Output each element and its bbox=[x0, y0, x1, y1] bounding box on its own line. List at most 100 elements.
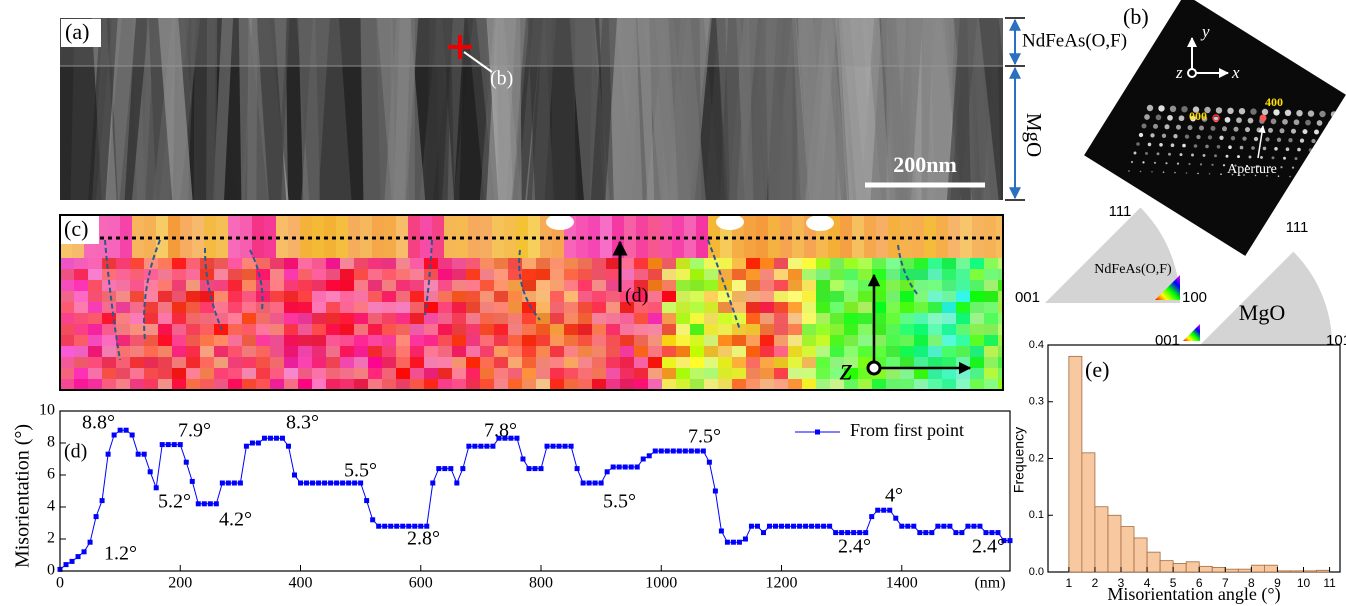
spot bbox=[1179, 153, 1183, 157]
spot bbox=[1237, 155, 1240, 159]
x-tick-label: 3 bbox=[1118, 576, 1125, 590]
ebsd-pixel bbox=[578, 357, 593, 369]
ebsd-pixel bbox=[130, 346, 145, 358]
ebsd-pixel bbox=[788, 258, 803, 270]
ebsd-pixel bbox=[564, 258, 579, 270]
ebsd-pixel bbox=[592, 280, 607, 292]
ebsd-pixel bbox=[648, 291, 663, 303]
bar bbox=[1198, 565, 1213, 573]
data-point bbox=[201, 501, 207, 507]
ebsd-pixel bbox=[74, 302, 89, 314]
ebsd-pixel bbox=[802, 368, 817, 380]
annotation: 2.8° bbox=[407, 528, 440, 550]
ebsd-pixel bbox=[942, 258, 957, 270]
ebsd-pixel bbox=[634, 346, 649, 358]
ebsd-pixel bbox=[522, 291, 537, 303]
ebsd-pixel bbox=[396, 346, 411, 358]
ebsd-pixel bbox=[704, 302, 719, 314]
ebsd-pixel bbox=[662, 368, 677, 380]
data-point bbox=[658, 448, 664, 454]
data-point bbox=[556, 443, 562, 449]
ebsd-pixel bbox=[368, 280, 383, 292]
ebsd-pixel bbox=[984, 280, 999, 292]
ebsd-pixel bbox=[466, 302, 481, 314]
data-point bbox=[424, 523, 430, 529]
data-point bbox=[279, 435, 285, 441]
ebsd-pixel bbox=[564, 324, 579, 336]
ebsd-pixel bbox=[676, 258, 691, 270]
spot bbox=[1156, 152, 1160, 156]
ebsd-pixel bbox=[606, 324, 621, 336]
ebsd-pixel bbox=[382, 269, 397, 281]
ebsd-pixel bbox=[998, 291, 1003, 303]
ebsd-pixel bbox=[942, 269, 957, 281]
ebsd-pixel bbox=[662, 379, 677, 390]
ebsd-pixel bbox=[410, 324, 425, 336]
ebsd-pixel bbox=[326, 368, 341, 380]
ebsd-pixel bbox=[774, 302, 789, 314]
ebsd-pixel bbox=[438, 357, 453, 369]
data-point bbox=[225, 480, 231, 486]
spot bbox=[1193, 144, 1198, 148]
spot bbox=[1199, 125, 1204, 131]
data-point bbox=[442, 466, 448, 472]
ebsd-pixel bbox=[746, 357, 761, 369]
tem-grain bbox=[652, 18, 706, 200]
ebsd-pixel bbox=[578, 346, 593, 358]
grain-boundary bbox=[249, 249, 264, 311]
ebsd-pixel bbox=[536, 368, 551, 380]
data-point bbox=[869, 514, 875, 520]
ebsd-pixel bbox=[130, 280, 145, 292]
ebsd-pixel bbox=[578, 379, 593, 390]
ebsd-pixel bbox=[816, 280, 831, 292]
ebsd-pixel bbox=[830, 291, 845, 303]
ebsd-pixel bbox=[312, 313, 327, 325]
ebsd-pixel bbox=[942, 335, 957, 347]
ebsd-pixel bbox=[858, 280, 873, 292]
grain-boundary bbox=[104, 239, 121, 361]
ebsd-pixel bbox=[88, 280, 103, 292]
ebsd-pixel bbox=[116, 368, 131, 380]
spot bbox=[1288, 138, 1293, 143]
ebsd-pixel bbox=[298, 258, 313, 270]
ebsd-pixel bbox=[256, 291, 271, 303]
ebsd-pixel bbox=[354, 324, 369, 336]
spot bbox=[1181, 106, 1188, 113]
ebsd-pixel bbox=[186, 291, 201, 303]
ebsd-pixel bbox=[326, 291, 341, 303]
data-point bbox=[358, 480, 364, 486]
ebsd-pixel bbox=[564, 280, 579, 292]
ebsd-pixel bbox=[494, 335, 509, 347]
ebsd-pixel bbox=[368, 324, 383, 336]
ebsd-pixel bbox=[466, 313, 481, 325]
ebsd-pixel bbox=[102, 357, 117, 369]
ebsd-pixel bbox=[424, 335, 439, 347]
ebsd-pixel bbox=[522, 324, 537, 336]
ebsd-pixel bbox=[256, 313, 271, 325]
ebsd-pixel bbox=[634, 302, 649, 314]
ebsd-pixel bbox=[396, 324, 411, 336]
ebsd-pixel bbox=[914, 302, 929, 314]
ebsd-pixel bbox=[662, 258, 677, 270]
ebsd-void bbox=[546, 215, 574, 230]
ebsd-pixel bbox=[452, 368, 467, 380]
data-point bbox=[340, 480, 346, 486]
ebsd-pixel bbox=[956, 324, 971, 336]
ebsd-pixel bbox=[606, 379, 621, 390]
ipf-name: NdFeAs(O,F) bbox=[1094, 262, 1172, 277]
spot bbox=[1245, 164, 1249, 168]
ebsd-pixel bbox=[480, 324, 495, 336]
ebsd-pixel bbox=[830, 324, 845, 336]
ebsd-pixel bbox=[942, 368, 957, 380]
ebsd-pixel bbox=[200, 324, 215, 336]
ebsd-pixel bbox=[284, 368, 299, 380]
ebsd-pixel bbox=[396, 269, 411, 281]
ebsd-pixel bbox=[228, 302, 243, 314]
data-point bbox=[821, 523, 827, 529]
ebsd-pixel bbox=[88, 368, 103, 380]
ebsd-pixel bbox=[340, 357, 355, 369]
ebsd-pixel bbox=[606, 335, 621, 347]
ebsd-pixel bbox=[480, 291, 495, 303]
ebsd-pixel bbox=[88, 379, 103, 390]
ipf-corner: 100 bbox=[1182, 289, 1207, 306]
